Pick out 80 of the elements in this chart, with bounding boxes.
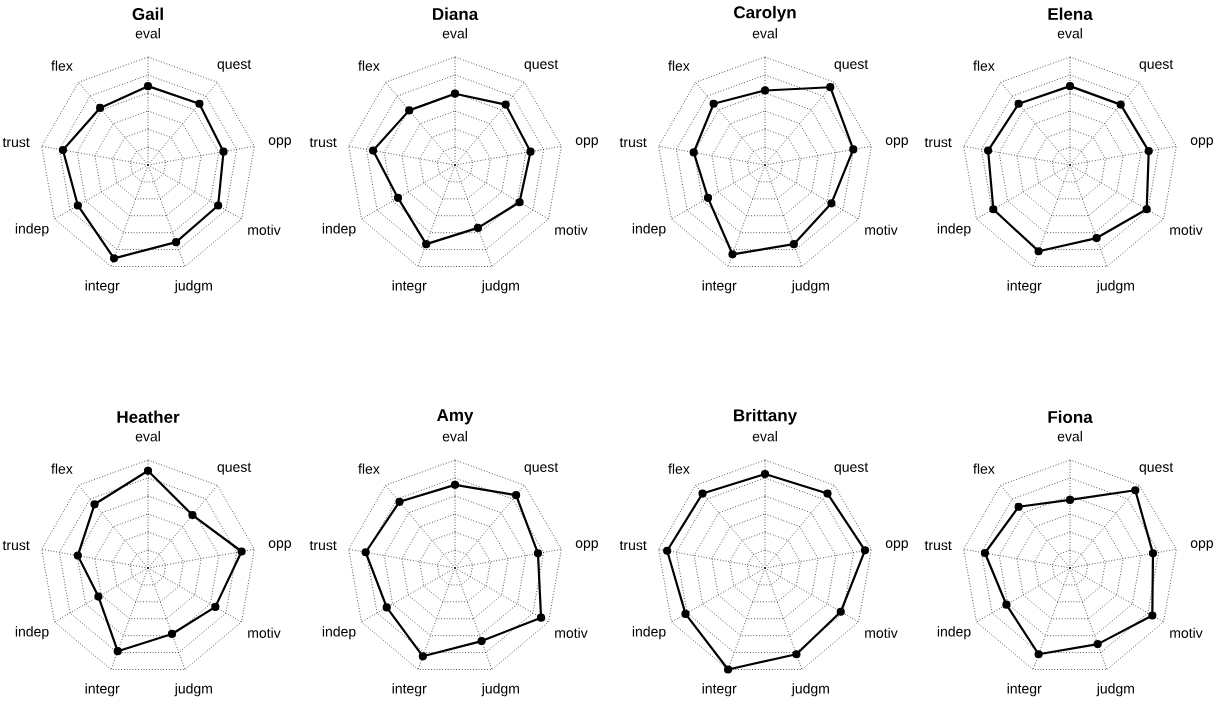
spoke-label: integr <box>85 683 120 697</box>
spoke-label: motiv <box>555 224 588 235</box>
spoke-label: indep <box>937 223 971 237</box>
chart-title: Carolyn <box>734 5 796 22</box>
spoke-label: flex <box>973 60 995 71</box>
spoke-label: trust <box>924 137 952 148</box>
spoke-label: motiv <box>1170 627 1203 638</box>
chart-title: Fiona <box>1048 410 1093 424</box>
chart-title: Gail <box>132 7 163 21</box>
spoke-label: flex <box>358 60 380 71</box>
spoke-label: judgm <box>174 280 212 294</box>
spoke-label: integr <box>702 280 737 294</box>
spoke-label: eval <box>442 431 467 442</box>
spoke-label: opp <box>575 137 598 148</box>
spoke-label: motiv <box>248 224 281 235</box>
spoke-label: trust <box>619 540 647 551</box>
spoke-label: quest <box>217 59 252 72</box>
spoke-label: quest <box>524 59 559 72</box>
spoke-label: flex <box>51 463 73 474</box>
spoke-label: trust <box>2 137 30 148</box>
spoke-label: flex <box>668 60 690 71</box>
spoke-label: trust <box>309 137 337 148</box>
spoke-label: motiv <box>248 627 281 638</box>
spoke-label: quest <box>524 462 559 475</box>
spoke-label: integr <box>702 683 737 697</box>
spoke-label: judgm <box>481 683 519 697</box>
spoke-label: flex <box>51 60 73 71</box>
spoke-label: opp <box>885 540 908 551</box>
spoke-label: integr <box>392 280 427 294</box>
spoke-label: quest <box>217 462 252 475</box>
spoke-label: integr <box>1007 683 1042 697</box>
chart-title: Amy <box>437 409 474 425</box>
spoke-label: trust <box>619 137 647 148</box>
spoke-label: eval <box>752 431 777 442</box>
spoke-label: eval <box>752 28 777 39</box>
spoke-label: flex <box>668 463 690 474</box>
spoke-label: integr <box>85 280 120 294</box>
spoke-label: flex <box>973 463 995 474</box>
spoke-label: eval <box>1057 431 1082 442</box>
spoke-label: judgm <box>791 280 829 294</box>
spoke-label: opp <box>1190 540 1213 551</box>
spoke-label: integr <box>1007 280 1042 294</box>
spoke-label: opp <box>1190 137 1213 148</box>
spoke-label: motiv <box>865 627 898 638</box>
spoke-label: opp <box>268 137 291 148</box>
spoke-label: indep <box>937 626 971 640</box>
spoke-label: judgm <box>481 280 519 294</box>
spoke-label: indep <box>632 626 666 640</box>
spoke-label: trust <box>924 540 952 551</box>
spoke-label: indep <box>15 223 49 237</box>
spoke-label: opp <box>268 540 291 551</box>
spoke-label: opp <box>575 540 598 551</box>
chart-title: Brittany <box>734 408 798 425</box>
spoke-label: judgm <box>174 683 212 697</box>
chart-title: Heather <box>117 410 180 424</box>
spoke-label: trust <box>309 540 337 551</box>
spoke-label: eval <box>442 28 467 39</box>
chart-title: Diana <box>433 7 479 21</box>
spoke-label: motiv <box>555 627 588 638</box>
spoke-label: indep <box>322 626 356 640</box>
spoke-label: flex <box>358 463 380 474</box>
chart-title: Elena <box>1048 7 1093 21</box>
spoke-label: eval <box>1057 28 1082 39</box>
spoke-label: indep <box>632 223 666 237</box>
spoke-label: indep <box>15 626 49 640</box>
spoke-label: quest <box>1139 59 1174 72</box>
spoke-label: motiv <box>865 224 898 235</box>
spoke-label: judgm <box>1096 280 1134 294</box>
spoke-label: judgm <box>791 683 829 697</box>
spoke-label: judgm <box>1096 683 1134 697</box>
spoke-label: eval <box>135 431 160 442</box>
spoke-label: quest <box>1139 462 1174 475</box>
spoke-label: integr <box>392 683 427 697</box>
spoke-label: opp <box>885 137 908 148</box>
spoke-label: quest <box>834 59 869 72</box>
spoke-label: quest <box>834 462 869 475</box>
spoke-label: eval <box>135 28 160 39</box>
spoke-label: motiv <box>1170 224 1203 235</box>
spoke-label: trust <box>2 540 30 551</box>
spoke-label: indep <box>322 223 356 237</box>
